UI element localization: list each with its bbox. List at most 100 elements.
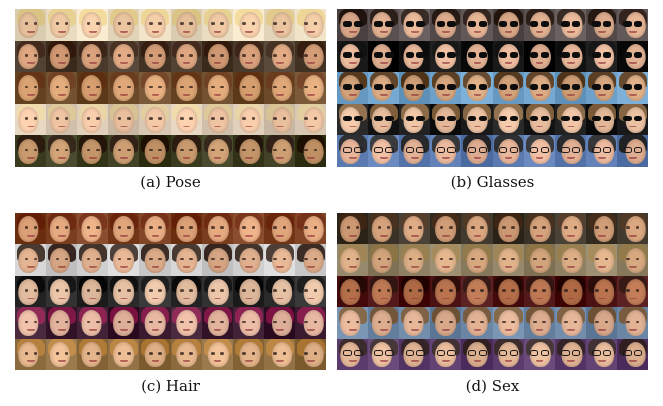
face-thumbnail [399, 275, 432, 308]
face-thumbnail [399, 338, 432, 370]
glasses-icon [498, 84, 519, 90]
face-thumbnail [523, 275, 556, 308]
face-thumbnail [461, 244, 494, 277]
face-grid-glasses [337, 9, 648, 167]
face-thumbnail [399, 9, 432, 41]
glasses-icon [467, 84, 487, 90]
glasses-icon [498, 147, 519, 153]
face-thumbnail [170, 338, 203, 370]
face-thumbnail [616, 338, 648, 370]
face-thumbnail [232, 103, 265, 136]
face-thumbnail [77, 307, 110, 340]
face-grid-hair [15, 213, 326, 370]
face-thumbnail [585, 338, 618, 370]
face-thumbnail [170, 72, 203, 105]
face-thumbnail [492, 307, 525, 340]
glasses-icon [592, 52, 612, 59]
face-thumbnail [232, 338, 265, 370]
face-thumbnail [201, 213, 234, 245]
face-thumbnail [46, 9, 79, 41]
glasses-icon [529, 52, 550, 59]
face-thumbnail [15, 338, 47, 370]
face-thumbnail [399, 103, 432, 136]
face-thumbnail [77, 244, 110, 277]
face-thumbnail [585, 40, 618, 73]
face-thumbnail [616, 307, 648, 340]
face-thumbnail [523, 103, 556, 136]
face-thumbnail [108, 213, 141, 245]
face-thumbnail [294, 338, 326, 370]
glasses-icon [343, 147, 363, 153]
face-thumbnail [523, 244, 556, 277]
face-thumbnail [15, 103, 47, 136]
face-thumbnail [46, 135, 79, 167]
face-thumbnail [461, 40, 494, 73]
glasses-icon [623, 20, 643, 27]
glasses-icon [623, 147, 643, 153]
face-thumbnail [554, 9, 587, 41]
glasses-icon [561, 115, 581, 122]
face-thumbnail [263, 40, 296, 73]
glasses-icon [436, 350, 456, 357]
glasses-icon [592, 350, 612, 357]
glasses-icon [467, 20, 487, 27]
face-thumbnail [232, 135, 265, 167]
glasses-icon [592, 20, 612, 27]
face-thumbnail [554, 213, 587, 245]
face-thumbnail [430, 103, 463, 136]
face-thumbnail [108, 135, 141, 167]
face-thumbnail [399, 244, 432, 277]
glasses-icon [405, 52, 425, 59]
glasses-icon [405, 350, 425, 357]
glasses-icon [467, 147, 487, 153]
face-thumbnail [461, 307, 494, 340]
face-thumbnail [430, 72, 463, 105]
face-thumbnail [461, 72, 494, 105]
glasses-icon [343, 20, 363, 27]
face-thumbnail [616, 103, 648, 136]
face-thumbnail [77, 135, 110, 167]
face-thumbnail [337, 40, 369, 73]
face-thumbnail [430, 135, 463, 167]
glasses-icon [436, 115, 456, 122]
face-thumbnail [139, 9, 172, 41]
face-thumbnail [77, 338, 110, 370]
face-thumbnail [294, 40, 326, 73]
face-thumbnail [554, 307, 587, 340]
face-thumbnail [15, 9, 47, 41]
face-thumbnail [77, 9, 110, 41]
face-thumbnail [399, 40, 432, 73]
glasses-icon [623, 115, 643, 122]
glasses-icon [623, 350, 643, 357]
face-thumbnail [108, 338, 141, 370]
glasses-icon [436, 84, 456, 90]
face-thumbnail [15, 72, 47, 105]
face-thumbnail [201, 103, 234, 136]
face-thumbnail [201, 135, 234, 167]
face-thumbnail [15, 213, 47, 245]
face-thumbnail [201, 9, 234, 41]
glasses-icon [561, 20, 581, 27]
face-thumbnail [585, 275, 618, 308]
glasses-icon [592, 147, 612, 153]
face-thumbnail [399, 213, 432, 245]
face-thumbnail [430, 275, 463, 308]
face-thumbnail [108, 103, 141, 136]
face-thumbnail [523, 40, 556, 73]
face-thumbnail [492, 213, 525, 245]
face-thumbnail [554, 103, 587, 136]
face-thumbnail [337, 275, 369, 308]
face-thumbnail [232, 213, 265, 245]
face-thumbnail [139, 40, 172, 73]
glasses-icon [405, 84, 425, 90]
face-thumbnail [139, 338, 172, 370]
face-thumbnail [368, 40, 401, 73]
glasses-icon [436, 20, 456, 27]
face-grid-sex [337, 213, 648, 370]
face-thumbnail [554, 244, 587, 277]
face-thumbnail [139, 72, 172, 105]
face-thumbnail [15, 275, 47, 308]
glasses-icon [592, 84, 612, 90]
face-thumbnail [294, 103, 326, 136]
face-thumbnail [461, 275, 494, 308]
